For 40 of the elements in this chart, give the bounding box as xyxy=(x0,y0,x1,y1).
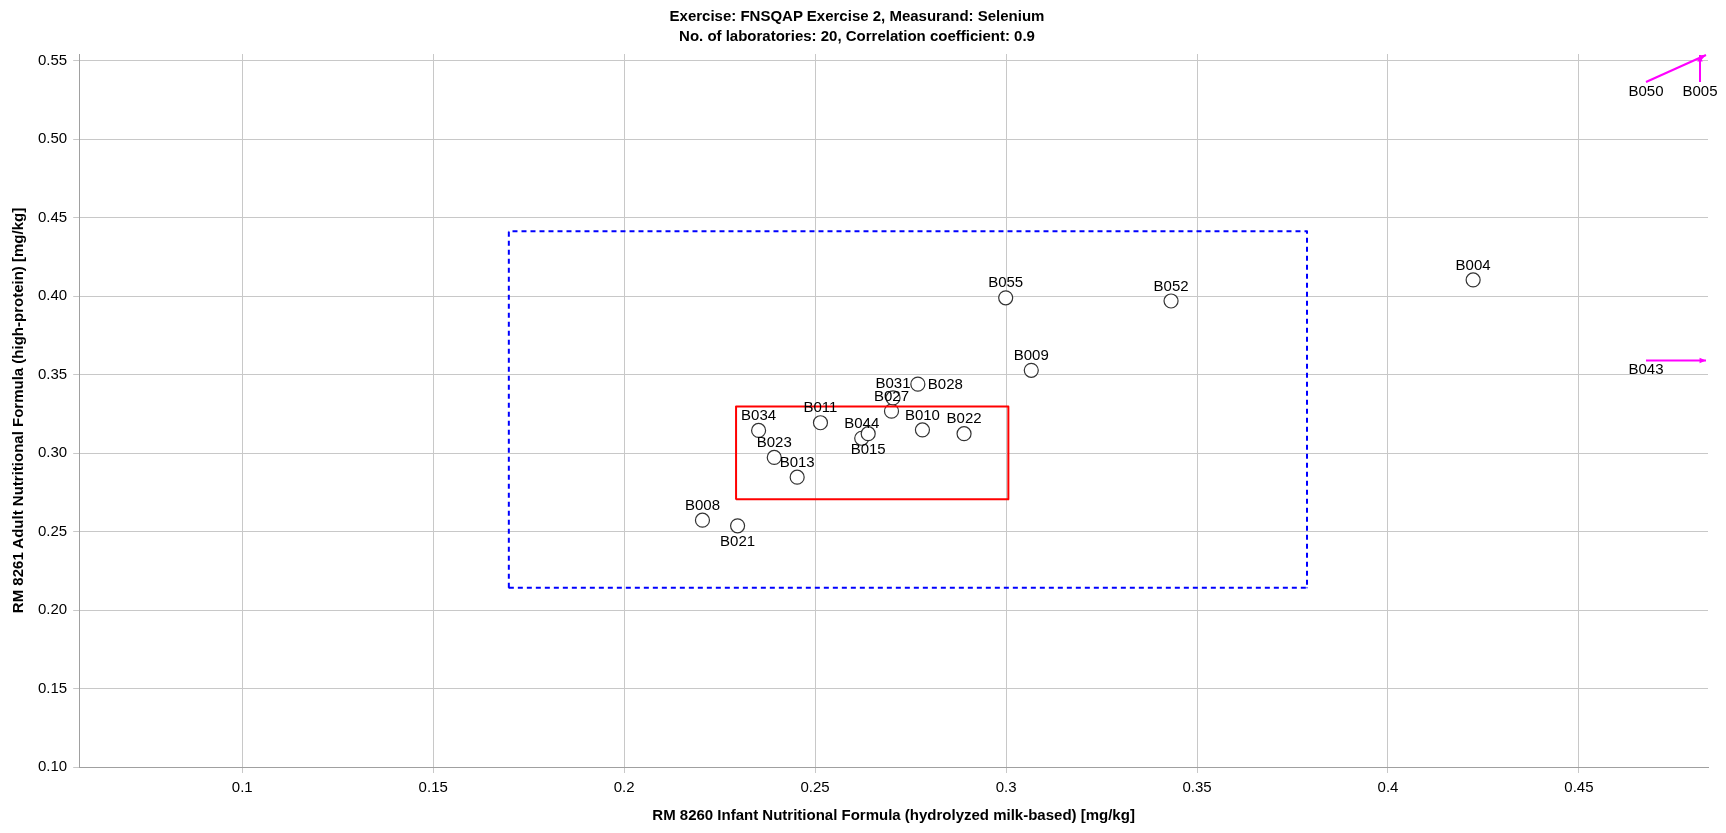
x-tick-label: 0.25 xyxy=(800,778,830,796)
annotation: B034 xyxy=(741,406,777,424)
annotation: B050 xyxy=(1628,81,1664,99)
annotation: B005 xyxy=(1682,81,1718,99)
annotation: B052 xyxy=(1153,276,1189,294)
y-tick-label: 0.55 xyxy=(37,51,68,69)
x-axis-title: RM 8260 Infant Nutritional Formula (hydrolyzed milk-based) [mg/kg] xyxy=(652,806,1135,824)
y-tick-label: 0.10 xyxy=(37,757,68,775)
y-tick-label: 0.50 xyxy=(37,129,68,147)
x-tick-label: 0.1 xyxy=(231,778,253,796)
annotation: B028 xyxy=(927,374,963,392)
y-tick-label: 0.35 xyxy=(37,364,68,382)
annotation: B010 xyxy=(904,405,940,423)
annotation: B055 xyxy=(988,273,1024,291)
x-tick-label: 0.3 xyxy=(995,778,1017,796)
y-tick-label: 0.30 xyxy=(37,443,68,461)
annotation: B013 xyxy=(779,452,815,470)
annotation: B008 xyxy=(684,495,720,513)
x-tick-label: 0.15 xyxy=(418,778,448,796)
annotation: B004 xyxy=(1455,255,1491,273)
y-tick-label: 0.15 xyxy=(37,678,68,696)
annotation: B031 xyxy=(875,373,911,391)
annotation: B044 xyxy=(844,413,880,431)
annotation: B021 xyxy=(720,532,756,550)
x-tick-label: 0.35 xyxy=(1182,778,1212,796)
y-tick-label: 0.25 xyxy=(37,521,68,539)
y-tick-label: 0.20 xyxy=(37,600,68,618)
chart-subtitle: No. of laboratories: 20, Correlation coefficient: 0.9 xyxy=(679,27,1035,45)
chart-title: Exercise: FNSQAP Exercise 2, Measurand: Selenium xyxy=(669,7,1045,25)
x-tick-label: 0.45 xyxy=(1564,778,1594,796)
x-tick-label: 0.4 xyxy=(1377,778,1399,796)
annotation: B015 xyxy=(850,440,886,458)
annotation: B022 xyxy=(946,409,982,427)
y-tick-label: 0.40 xyxy=(37,286,68,304)
annotation: B023 xyxy=(756,433,792,451)
y-axis-title: RM 8261 Adult Nutritional Formula (high-protein) [mg/kg] xyxy=(9,207,27,614)
annotation: B009 xyxy=(1013,345,1049,363)
annotation: B043 xyxy=(1628,360,1664,378)
y-tick-label: 0.45 xyxy=(37,207,68,225)
x-tick-label: 0.2 xyxy=(613,778,635,796)
